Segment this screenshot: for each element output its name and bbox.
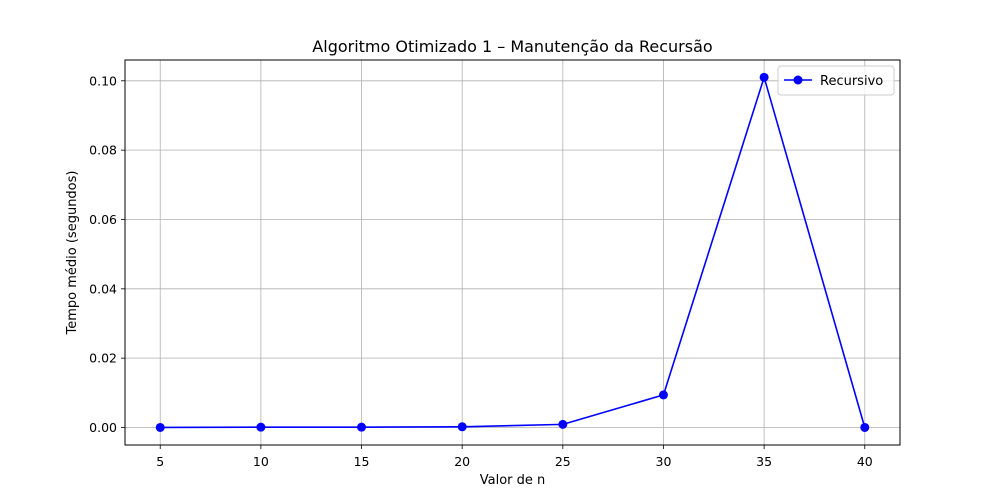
y-tick-label: 0.02 (89, 351, 117, 366)
x-tick-label: 10 (253, 454, 269, 469)
y-tick-label: 0.00 (89, 420, 117, 435)
x-tick-label: 25 (555, 454, 571, 469)
chart-title: Algoritmo Otimizado 1 – Manutenção da Re… (312, 37, 712, 56)
y-tick-label: 0.10 (89, 73, 117, 88)
data-point (860, 422, 870, 432)
legend: Recursivo (777, 65, 895, 96)
data-point (658, 390, 668, 400)
data-point (457, 422, 467, 432)
data-point (256, 422, 266, 432)
legend-box (777, 65, 895, 96)
x-tick-label: 30 (656, 454, 672, 469)
x-tick-label: 5 (156, 454, 164, 469)
x-tick-label: 20 (454, 454, 470, 469)
y-tick-label: 0.06 (89, 212, 117, 227)
y-axis-ticks: 0.00 0.02 0.04 0.06 0.08 0.10 (89, 73, 125, 435)
y-tick-label: 0.08 (89, 143, 117, 158)
y-tick-label: 0.04 (89, 281, 117, 296)
data-point (155, 422, 165, 432)
data-point (759, 72, 769, 82)
legend-label-recursivo: Recursivo (820, 74, 883, 89)
x-axis-ticks: 5 10 15 20 25 30 35 40 (156, 445, 873, 469)
legend-marker-recursivo (793, 75, 803, 85)
plot-frame (124, 59, 901, 446)
series-layer (155, 72, 870, 432)
x-tick-label: 35 (756, 454, 772, 469)
y-axis-label: Tempo médio (segundos) (65, 171, 80, 336)
series-line (160, 76, 866, 429)
x-axis-label: Valor de n (480, 473, 546, 488)
x-tick-label: 40 (857, 454, 873, 469)
data-point (357, 422, 367, 432)
data-point (558, 419, 568, 429)
x-tick-label: 15 (354, 454, 370, 469)
